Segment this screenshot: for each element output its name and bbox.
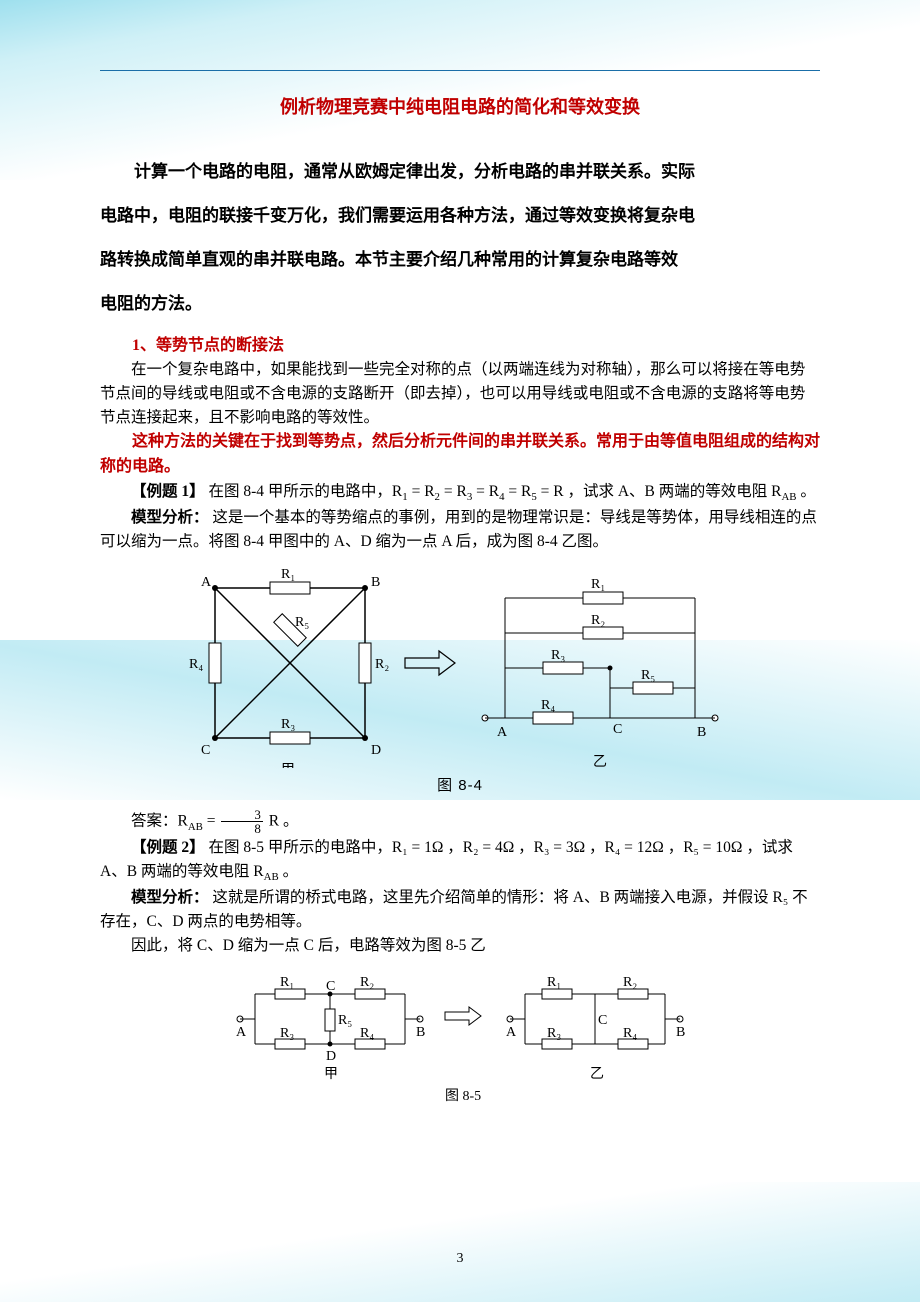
svg-text:C: C bbox=[598, 1013, 607, 1028]
svg-text:A: A bbox=[506, 1025, 517, 1040]
intro-line-4: 电阻的方法。 bbox=[100, 282, 820, 326]
svg-text:R₃: R₃ bbox=[281, 717, 295, 732]
example-1: 【例题 1】 在图 8-4 甲所示的电路中，R1 = R2 = R3 = R4 … bbox=[100, 480, 820, 506]
svg-text:R₁: R₁ bbox=[547, 975, 561, 990]
example-1-answer: 答案：RAB = 3 8 R 。 bbox=[100, 808, 820, 836]
example-1-label: 【例题 1】 bbox=[131, 483, 205, 500]
svg-text:D: D bbox=[326, 1049, 336, 1064]
page-number: 3 bbox=[0, 1248, 920, 1270]
svg-text:R₂: R₂ bbox=[623, 975, 637, 990]
answer-after: R 。 bbox=[269, 812, 299, 829]
figure-8-4-svg: A B C D R₁ R₂ R₃ R₄ R₅ 甲 bbox=[175, 568, 745, 768]
example-1-model-label: 模型分析： bbox=[131, 509, 209, 526]
figure-8-5-svg: A B C D R₁ R₂ R₃ R₄ R₅ 甲 bbox=[220, 972, 700, 1107]
svg-text:D: D bbox=[371, 743, 381, 758]
svg-text:A: A bbox=[236, 1025, 247, 1040]
example-2-model-label: 模型分析： bbox=[131, 889, 209, 906]
svg-text:R₄: R₄ bbox=[541, 698, 555, 713]
svg-text:甲: 甲 bbox=[281, 763, 295, 768]
svg-text:R₂: R₂ bbox=[375, 657, 389, 672]
example-1-text-a: 在图 8-4 甲所示的电路中，R bbox=[209, 483, 403, 500]
svg-text:R₃: R₃ bbox=[551, 648, 565, 663]
svg-text:R₁: R₁ bbox=[281, 568, 295, 582]
example-1-model: 模型分析： 这是一个基本的等势缩点的事例，用到的是物理常识是：导线是等势体，用导… bbox=[100, 506, 820, 554]
example-1-text-c: 。 bbox=[800, 483, 816, 500]
intro-line-2: 电路中，电阻的联接千变万化，我们需要运用各种方法，通过等效变换将复杂电 bbox=[100, 194, 820, 238]
intro-line-1: 计算一个电路的电阻，通常从欧姆定律出发，分析电路的串并联关系。实际 bbox=[100, 150, 820, 194]
section-1-para-1: 在一个复杂电路中，如果能找到一些完全对称的点（以两端连线为对称轴），那么可以将接… bbox=[100, 358, 820, 430]
svg-text:A: A bbox=[201, 575, 212, 590]
figure-8-4-caption: 图 8-4 bbox=[100, 774, 820, 798]
example-2-model: 模型分析： 这就是所谓的桥式电路，这里先介绍简单的情形：将 A、B 两端接入电源… bbox=[100, 886, 820, 934]
svg-text:R₃: R₃ bbox=[280, 1026, 294, 1041]
svg-text:R₁: R₁ bbox=[591, 577, 605, 592]
svg-text:C: C bbox=[201, 743, 210, 758]
svg-text:R₅: R₅ bbox=[295, 615, 309, 630]
svg-text:C: C bbox=[613, 722, 622, 737]
arrow-icon bbox=[405, 651, 455, 675]
bg-ribbon-bottom bbox=[0, 1182, 920, 1302]
svg-text:图 8-5: 图 8-5 bbox=[445, 1089, 481, 1104]
svg-text:甲: 甲 bbox=[324, 1067, 338, 1082]
svg-text:B: B bbox=[416, 1025, 425, 1040]
svg-text:R₁: R₁ bbox=[280, 975, 294, 990]
example-2-text-end: 。 bbox=[283, 863, 299, 880]
svg-text:R₄: R₄ bbox=[189, 657, 203, 672]
arrow-icon-small bbox=[445, 1007, 481, 1025]
page-content: 例析物理竞赛中纯电阻电路的简化和等效变换 计算一个电路的电阻，通常从欧姆定律出发… bbox=[0, 0, 920, 1153]
example-2: 【例题 2】 在图 8-5 甲所示的电路中，R₁ = 1Ω ，R₂ = 4Ω ，… bbox=[100, 836, 820, 886]
svg-text:R₂: R₂ bbox=[360, 975, 374, 990]
section-1-heading: 1、等势节点的断接法 bbox=[100, 333, 820, 359]
example-2-label: 【例题 2】 bbox=[131, 839, 205, 856]
svg-text:R₄: R₄ bbox=[360, 1026, 374, 1041]
figure-8-5: A B C D R₁ R₂ R₃ R₄ R₅ 甲 bbox=[100, 972, 820, 1107]
svg-text:B: B bbox=[676, 1025, 685, 1040]
svg-text:R₃: R₃ bbox=[547, 1026, 561, 1041]
intro-line-3: 路转换成简单直观的串并联电路。本节主要介绍几种常用的计算复杂电路等效 bbox=[100, 238, 820, 282]
example-1-text-b: = R ，试求 A、B 两端的等效电阻 R bbox=[541, 483, 782, 500]
svg-text:B: B bbox=[371, 575, 380, 590]
svg-text:R₄: R₄ bbox=[623, 1026, 637, 1041]
svg-text:A: A bbox=[497, 725, 508, 740]
doc-title: 例析物理竞赛中纯电阻电路的简化和等效变换 bbox=[100, 93, 820, 122]
figure-8-4: A B C D R₁ R₂ R₃ R₄ R₅ 甲 bbox=[100, 568, 820, 768]
example-2-p2: 因此，将 C、D 缩为一点 C 后，电路等效为图 8-5 乙 bbox=[100, 934, 820, 958]
svg-text:B: B bbox=[697, 725, 706, 740]
fraction-3-8: 3 8 bbox=[221, 808, 263, 836]
svg-text:R₅: R₅ bbox=[338, 1013, 352, 1028]
section-1-key: 这种方法的关键在于找到等势点，然后分析元件间的串并联关系。常用于由等值电阻组成的… bbox=[100, 430, 820, 480]
svg-text:乙: 乙 bbox=[590, 1066, 604, 1082]
svg-text:C: C bbox=[326, 979, 335, 994]
svg-text:R₂: R₂ bbox=[591, 613, 605, 628]
answer-label: 答案：R bbox=[131, 812, 188, 829]
svg-text:乙: 乙 bbox=[593, 754, 607, 768]
header-rule bbox=[100, 70, 820, 71]
svg-text:R₅: R₅ bbox=[641, 668, 655, 683]
